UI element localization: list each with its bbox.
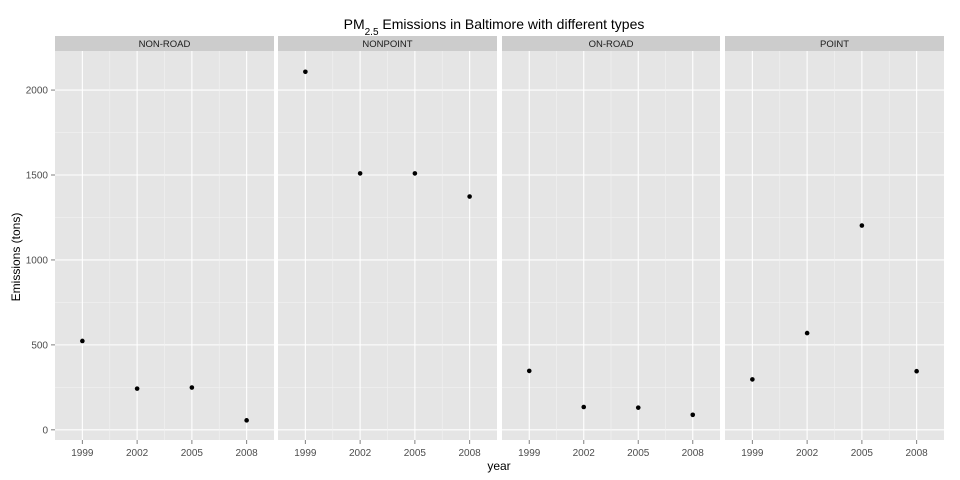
data-point bbox=[526, 368, 532, 374]
x-tick-label: 2005 bbox=[181, 448, 204, 459]
x-tick-label: 1999 bbox=[518, 448, 541, 459]
y-tick-label: 1000 bbox=[26, 255, 49, 266]
y-tick-label: 1500 bbox=[26, 171, 49, 182]
x-tick-label: 2005 bbox=[404, 448, 427, 459]
y-tick-label: 500 bbox=[31, 340, 48, 351]
data-point bbox=[750, 377, 755, 382]
x-tick-label: 2002 bbox=[796, 448, 819, 459]
x-tick-label: 1999 bbox=[741, 448, 764, 459]
data-point bbox=[467, 194, 472, 199]
y-axis-title: Emissions (tons) bbox=[9, 213, 23, 302]
title-subscript: 2.5 bbox=[365, 27, 379, 38]
y-tick-label: 0 bbox=[42, 425, 48, 436]
y-axis: 0 500 1000 1500 2000 bbox=[26, 86, 55, 436]
data-point bbox=[581, 404, 587, 410]
data-point bbox=[303, 69, 308, 75]
facet-strip bbox=[725, 36, 944, 51]
data-point bbox=[189, 385, 195, 390]
data-point bbox=[914, 368, 919, 374]
facet-strip-label: NON-ROAD bbox=[139, 39, 191, 50]
x-tick-label: 2002 bbox=[126, 448, 149, 459]
data-point bbox=[134, 386, 140, 391]
x-axis-title: year bbox=[487, 459, 510, 473]
facet-panel-point: 1999 2002 2005 2008 POINT bbox=[725, 36, 944, 459]
title-suffix: Emissions in Baltimore with different ty… bbox=[379, 16, 645, 32]
facet-strip bbox=[502, 36, 720, 51]
data-point bbox=[357, 171, 363, 176]
x-tick-label: 1999 bbox=[294, 448, 317, 459]
y-tick-label: 2000 bbox=[26, 86, 49, 97]
x-tick-label: 2005 bbox=[627, 448, 650, 459]
facet-panel-on-road: 1999 2002 2005 2008 ON-ROAD bbox=[502, 36, 720, 459]
data-point bbox=[690, 412, 696, 418]
facet-strip-label: NONPOINT bbox=[362, 39, 412, 50]
title-prefix: PM bbox=[344, 16, 365, 32]
x-tick-label: 2005 bbox=[851, 448, 874, 459]
facet-strip bbox=[55, 36, 274, 51]
data-point bbox=[635, 405, 641, 410]
x-tick-label: 2002 bbox=[573, 448, 596, 459]
data-point bbox=[80, 338, 85, 344]
data-point bbox=[244, 418, 249, 423]
chart-title: PM2.5 Emissions in Baltimore with differ… bbox=[344, 16, 645, 38]
facet-panel-non-road: 1999 2002 2005 2008 NON-ROAD bbox=[55, 36, 274, 459]
x-tick-label: 2008 bbox=[459, 448, 482, 459]
x-tick-label: 2002 bbox=[349, 448, 372, 459]
x-tick-label: 2008 bbox=[236, 448, 259, 459]
facet-panels: 1999 2002 2005 2008 NON-ROAD 1999 2002 2005 2008… bbox=[55, 36, 944, 459]
facet-strip-label: POINT bbox=[820, 39, 849, 50]
x-tick-label: 2008 bbox=[682, 448, 705, 459]
x-tick-label: 2008 bbox=[906, 448, 929, 459]
data-point bbox=[412, 171, 418, 176]
data-point bbox=[804, 330, 810, 336]
x-tick-label: 1999 bbox=[71, 448, 94, 459]
facet-strip-label: ON-ROAD bbox=[589, 39, 634, 50]
facet-panel-nonpoint: 1999 2002 2005 2008 NONPOINT bbox=[278, 36, 497, 459]
data-point bbox=[859, 223, 865, 228]
facet-strip bbox=[278, 36, 497, 51]
